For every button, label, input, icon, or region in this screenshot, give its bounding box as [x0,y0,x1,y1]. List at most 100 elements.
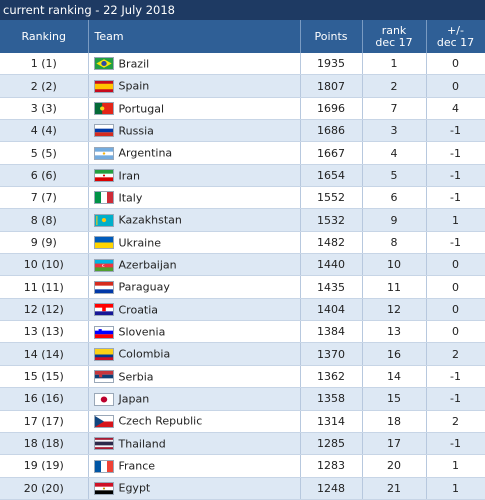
points-cell: 1285 [300,432,363,456]
points-cell: 1667 [300,141,363,165]
ranking-cell: 1 (1) [0,53,89,76]
table-row: 15 (15) Serbia 1362 14 -1 [0,365,485,389]
rank-dec17-cell: 17 [362,432,427,456]
flag-ukraine-icon [93,236,114,250]
ranking-cell: 12 (12) [0,298,89,322]
team-name: Italy [118,191,143,205]
column-header-rank-line1: rank [381,23,407,37]
flag-azerbaijan-icon [93,258,114,272]
table-row: 14 (14) Colombia 1370 16 2 [0,342,485,366]
ranking-cell: 7 (7) [0,186,89,210]
ranking-cell: 10 (10) [0,253,89,277]
flag-slovenia-icon [93,325,114,339]
team-name: Spain [118,79,150,93]
team-cell: Japan [88,387,301,411]
team-name: Japan [118,392,150,406]
table-body: 1 (1) Brazil 1935 1 0 2 (2) Spain 1807 2 0 3 (3) Po… [0,53,485,500]
team-cell: Paraguay [88,275,301,299]
team-name: Azerbaijan [118,258,177,272]
rank-dec17-cell: 12 [362,298,427,322]
table-row: 7 (7) Italy 1552 6 -1 [0,186,485,210]
flag-portugal-icon [93,102,114,116]
points-cell: 1482 [300,231,363,255]
flag-spain-icon [93,79,114,93]
rank-dec17-cell: 14 [362,365,427,389]
rank-dec17-cell: 3 [362,119,427,143]
rank-dec17-cell: 2 [362,74,427,98]
team-cell: Italy [88,186,301,210]
diff-dec17-cell: 4 [426,97,485,121]
table-row: 19 (19) France 1283 20 1 [0,454,485,478]
table-row: 2 (2) Spain 1807 2 0 [0,74,485,98]
points-cell: 1384 [300,320,363,344]
flag-russia-icon [93,124,114,138]
flag-kazakhstan-icon [93,213,114,227]
points-cell: 1552 [300,186,363,210]
table-row: 4 (4) Russia 1686 3 -1 [0,119,485,143]
team-cell: Argentina [88,141,301,165]
team-cell: Azerbaijan [88,253,301,277]
diff-dec17-cell: -1 [426,119,485,143]
flag-thailand-icon [93,437,114,451]
team-cell: Czech Republic [88,410,301,433]
diff-dec17-cell: -1 [426,164,485,188]
diff-dec17-cell: -1 [426,365,485,389]
ranking-cell: 13 (13) [0,320,89,344]
diff-dec17-cell: -1 [426,141,485,165]
diff-dec17-cell: 0 [426,320,485,344]
points-cell: 1370 [300,342,363,366]
table-row: 1 (1) Brazil 1935 1 0 [0,53,485,76]
team-name: Paraguay [118,280,170,294]
diff-dec17-cell: -1 [426,231,485,255]
team-cell: France [88,454,301,478]
points-cell: 1248 [300,477,363,500]
ranking-cell: 14 (14) [0,342,89,366]
table-row: 17 (17) Czech Republic 1314 18 2 [0,410,485,433]
table-row: 8 (8) Kazakhstan 1532 9 1 [0,208,485,232]
team-cell: Egypt [88,477,301,500]
team-name: Russia [118,124,154,138]
flag-france-icon [93,459,114,473]
team-name: Ukraine [118,236,161,250]
team-cell: Russia [88,119,301,143]
team-name: Iran [118,169,140,183]
team-cell: Serbia [88,365,301,389]
ranking-cell: 4 (4) [0,119,89,143]
flag-egypt-icon [93,481,114,495]
column-header-diff-line1: +/- [447,23,464,37]
flag-italy-icon [93,191,114,205]
points-cell: 1314 [300,410,363,433]
diff-dec17-cell: 0 [426,298,485,322]
ranking-cell: 3 (3) [0,97,89,121]
points-cell: 1532 [300,208,363,232]
column-header-rank-dec17: rank dec 17 [362,20,427,53]
team-cell: Portugal [88,97,301,121]
points-cell: 1435 [300,275,363,299]
table-caption: current ranking - 22 July 2018 [0,0,485,20]
team-name: Serbia [118,370,154,384]
team-cell: Iran [88,164,301,188]
diff-dec17-cell: 0 [426,74,485,98]
team-name: Egypt [118,481,151,495]
ranking-cell: 20 (20) [0,477,89,500]
team-cell: Slovenia [88,320,301,344]
team-name: Czech Republic [118,414,203,428]
team-cell: Kazakhstan [88,208,301,232]
rank-dec17-cell: 7 [362,97,427,121]
team-name: Argentina [118,146,173,160]
points-cell: 1358 [300,387,363,411]
diff-dec17-cell: 2 [426,342,485,366]
team-name: Thailand [118,437,166,451]
rank-dec17-cell: 10 [362,253,427,277]
points-cell: 1404 [300,298,363,322]
diff-dec17-cell: -1 [426,387,485,411]
rank-dec17-cell: 8 [362,231,427,255]
diff-dec17-cell: 1 [426,208,485,232]
table-row: 3 (3) Portugal 1696 7 4 [0,97,485,121]
ranking-cell: 9 (9) [0,231,89,255]
flag-serbia-icon [93,370,114,384]
table-row: 5 (5) Argentina 1667 4 -1 [0,141,485,165]
column-header-rank-line2: dec 17 [375,35,413,49]
ranking-cell: 5 (5) [0,141,89,165]
